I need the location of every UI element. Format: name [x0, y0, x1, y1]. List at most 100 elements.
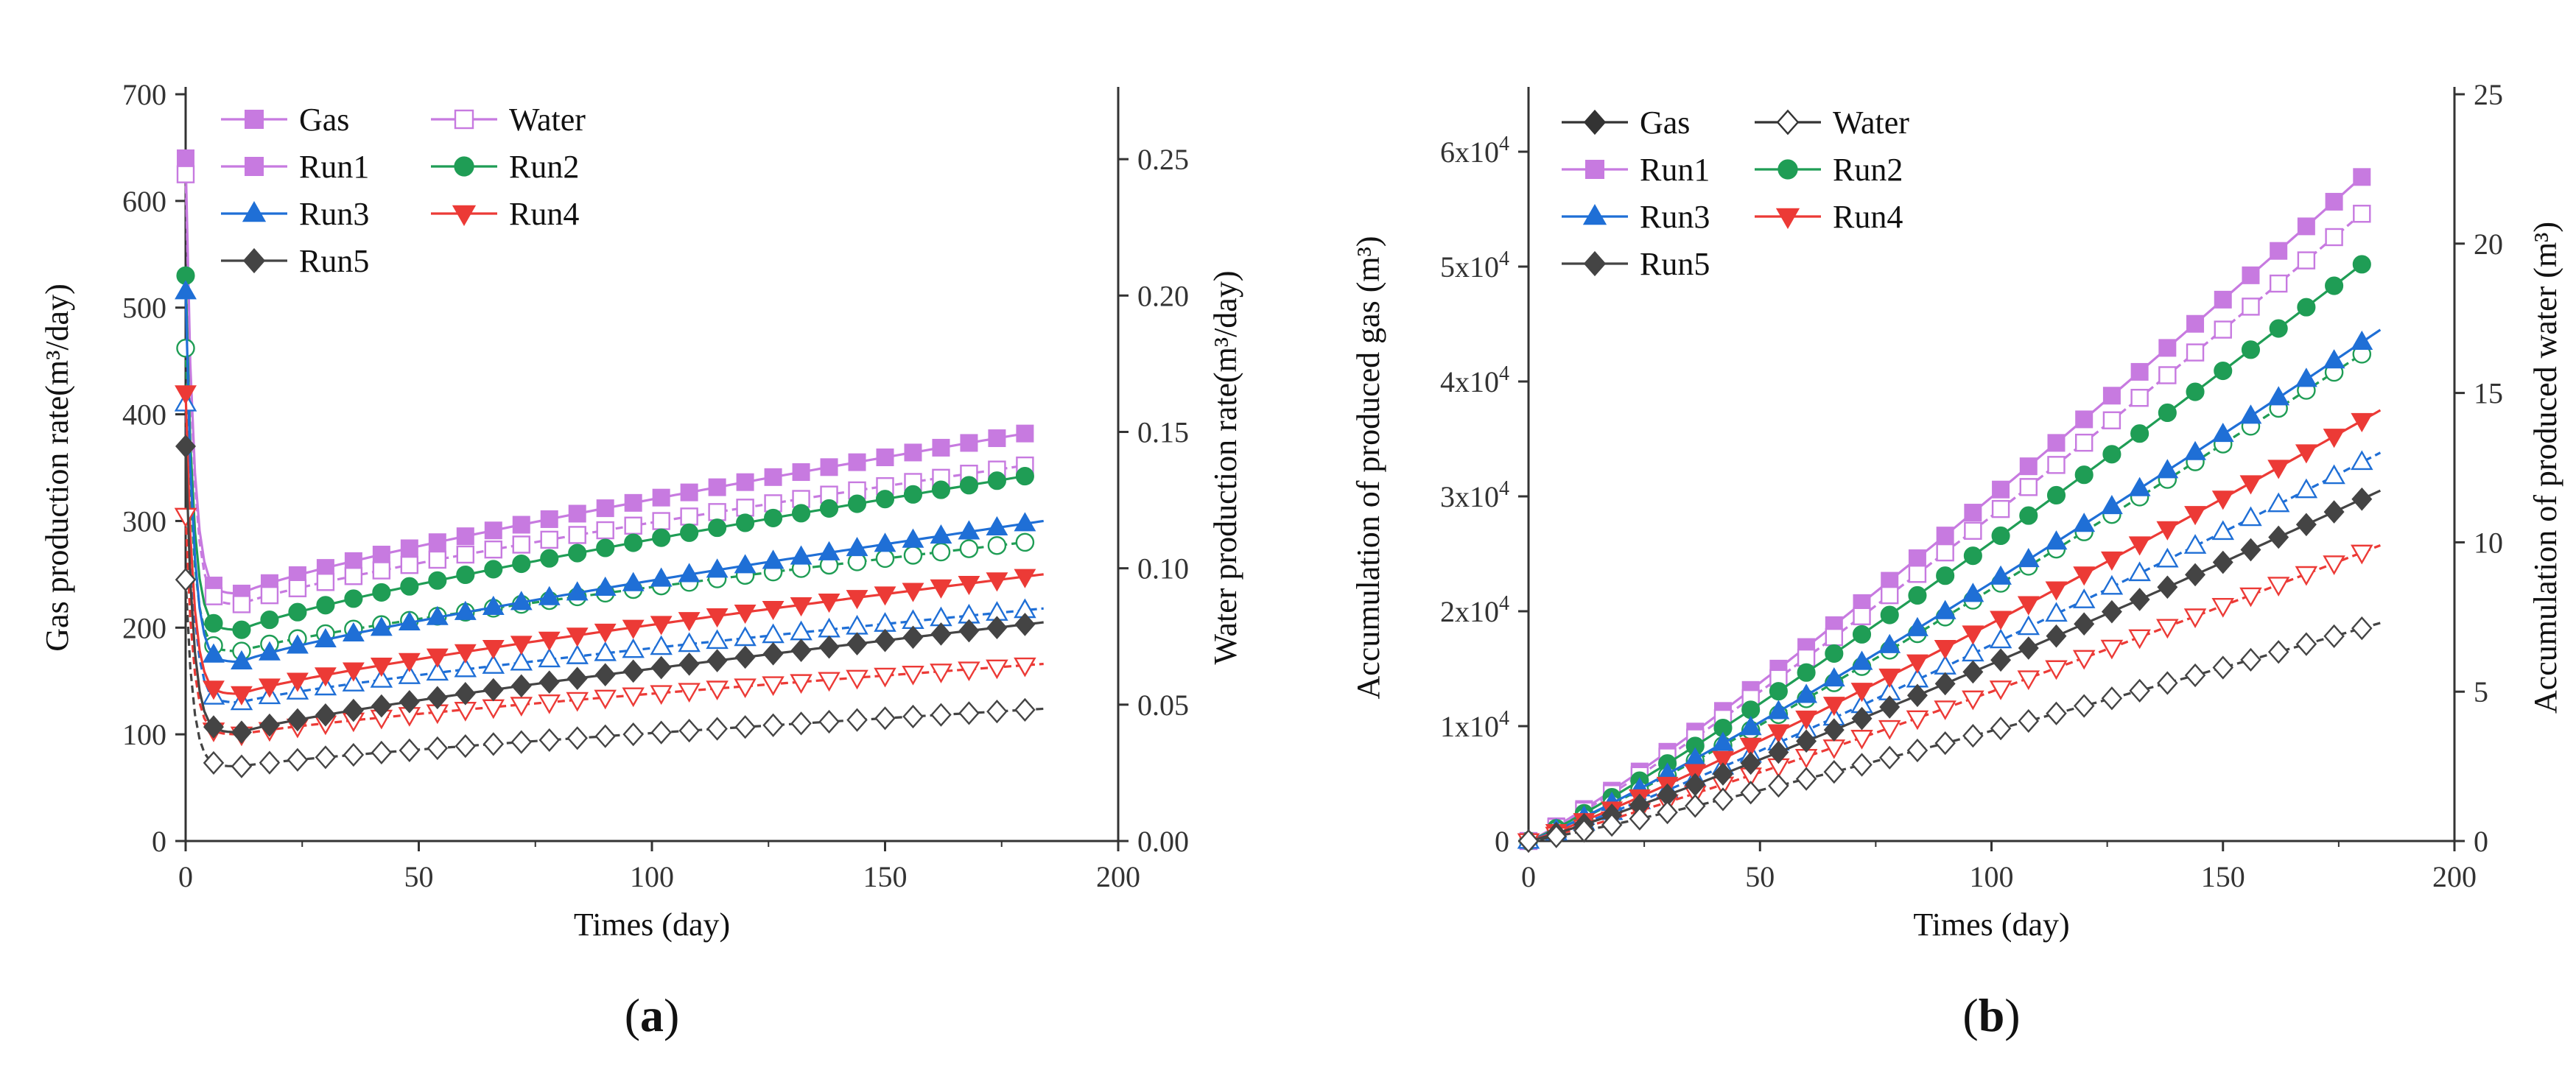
data-point	[2101, 686, 2123, 711]
data-point	[2102, 411, 2121, 429]
series-run4-gas	[175, 385, 1044, 706]
data-point	[1962, 660, 1984, 684]
data-point	[2128, 536, 2151, 556]
data-point	[2184, 663, 2206, 688]
legend-entry-run3: Run3	[221, 196, 369, 232]
data-point	[2267, 577, 2290, 597]
series-line	[1528, 328, 2382, 842]
data-point	[958, 661, 980, 682]
data-point	[2270, 242, 2288, 260]
data-point	[510, 650, 533, 671]
x-tick-label: 100	[1970, 860, 2014, 893]
data-point	[260, 611, 279, 630]
data-point	[1908, 549, 1926, 567]
legend-entry-run2: Run2	[1755, 152, 1903, 188]
data-point	[427, 736, 449, 761]
data-point	[566, 644, 589, 664]
data-point	[1990, 716, 2012, 741]
data-point	[2211, 423, 2234, 443]
data-point	[792, 463, 810, 482]
data-point	[876, 448, 894, 467]
data-point	[482, 595, 505, 616]
y-tick-label: 300	[122, 504, 166, 538]
data-point	[456, 565, 475, 585]
data-point	[2129, 588, 2150, 611]
data-point	[1934, 700, 1956, 720]
x-tick-label: 0	[1521, 860, 1536, 893]
data-point	[652, 512, 670, 530]
data-point	[2353, 168, 2371, 186]
data-point	[2130, 388, 2149, 407]
data-point	[734, 645, 756, 669]
data-point	[2211, 598, 2235, 618]
data-point	[259, 641, 281, 661]
data-point	[372, 546, 390, 564]
data-point	[596, 521, 614, 540]
data-point	[2130, 362, 2149, 381]
data-point	[316, 596, 335, 615]
x-tick-label: 0	[178, 860, 193, 893]
legend-marker	[454, 156, 474, 177]
data-point	[399, 738, 421, 763]
y2-tick-label: 20	[2474, 228, 2503, 261]
x-tick-label: 200	[2432, 860, 2477, 893]
data-point	[1015, 532, 1035, 552]
data-point	[482, 699, 505, 720]
data-point	[2017, 548, 2040, 568]
data-point	[2184, 440, 2206, 460]
data-point	[680, 483, 698, 502]
data-point	[2325, 228, 2343, 247]
data-point	[1989, 628, 2012, 649]
data-point	[1850, 730, 1873, 750]
data-point	[2158, 366, 2177, 384]
y-tick-base: 4x10	[1440, 365, 1499, 398]
data-point	[371, 740, 393, 765]
data-point	[1990, 565, 2012, 585]
data-point	[875, 549, 895, 569]
data-point	[1881, 585, 1899, 605]
data-point	[2323, 464, 2345, 485]
y-tick-label: 0	[152, 825, 166, 858]
legend-label: Run3	[1640, 199, 1710, 235]
data-point	[176, 165, 195, 183]
y2-tick-label: 0.05	[1137, 689, 1189, 722]
data-point	[2128, 476, 2151, 496]
data-point	[680, 507, 698, 526]
data-point	[902, 583, 924, 602]
data-point	[596, 538, 615, 557]
data-point	[540, 510, 558, 528]
data-point	[902, 609, 924, 630]
data-point	[2100, 551, 2123, 571]
legend-label: Run2	[509, 149, 579, 185]
data-point	[1768, 773, 1789, 798]
data-point	[2351, 487, 2373, 511]
data-point	[510, 730, 533, 754]
data-point	[2156, 521, 2179, 541]
data-point	[1934, 640, 1956, 660]
data-point	[736, 473, 754, 491]
y-tick-label: 2x104	[1440, 592, 1509, 628]
data-point	[1880, 605, 1899, 625]
legend-marker	[245, 157, 264, 176]
data-point	[2212, 655, 2234, 680]
data-point	[904, 443, 922, 462]
legend-entry-gas: Gas	[1562, 105, 1690, 141]
data-point	[2267, 640, 2289, 664]
data-point	[566, 726, 588, 750]
data-point	[287, 747, 309, 772]
data-point	[902, 665, 924, 686]
data-point	[650, 567, 673, 587]
data-point	[1934, 599, 1956, 619]
data-point	[398, 664, 421, 684]
y-tick-exponent: 4	[1499, 477, 1509, 500]
legend-entry-run4: Run4	[431, 196, 579, 232]
data-point	[566, 627, 589, 647]
data-point	[510, 636, 533, 655]
data-point	[2046, 701, 2067, 725]
data-point	[455, 734, 477, 759]
data-point	[1517, 829, 1540, 854]
data-point	[652, 488, 670, 507]
data-point	[2323, 500, 2345, 524]
series-run1-gas	[177, 149, 1034, 602]
data-point	[426, 648, 449, 668]
